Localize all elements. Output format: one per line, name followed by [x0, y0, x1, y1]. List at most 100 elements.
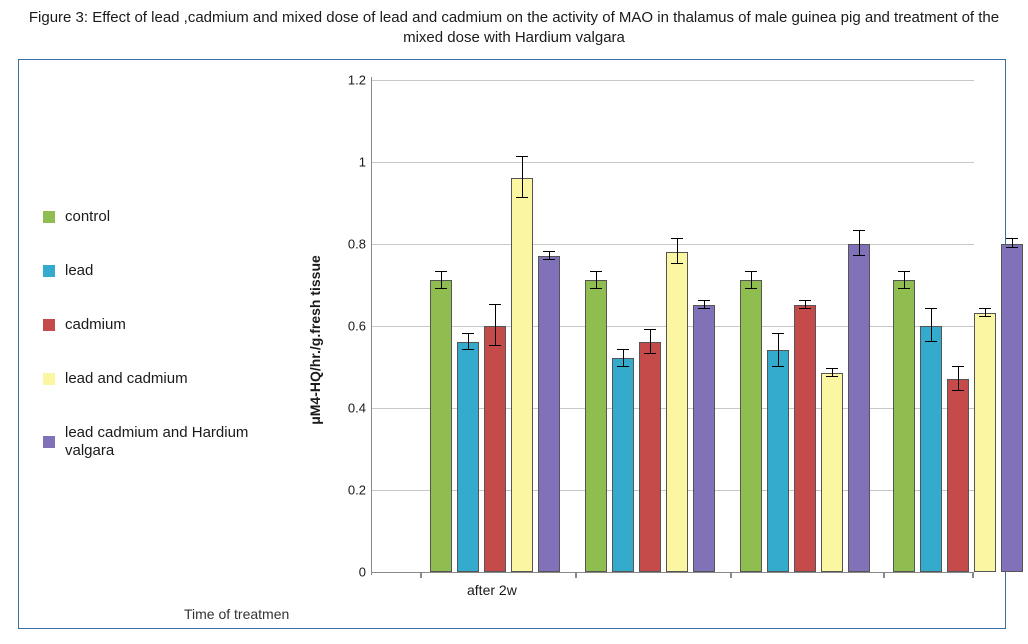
legend-swatch	[43, 319, 55, 331]
bar	[740, 280, 762, 571]
y-tick-label: 0.4	[328, 400, 366, 415]
error-bar	[904, 272, 905, 288]
error-cap	[617, 366, 629, 367]
bar-rect	[974, 313, 996, 571]
y-tick	[371, 159, 373, 165]
bar-group	[893, 244, 1023, 572]
bar-rect	[693, 305, 715, 572]
bar-rect	[511, 178, 533, 572]
bar	[457, 342, 479, 572]
bar-rect	[666, 252, 688, 572]
error-cap	[853, 230, 865, 231]
error-cap	[671, 263, 683, 264]
error-cap	[772, 333, 784, 334]
bar	[821, 373, 843, 572]
bar-rect	[947, 379, 969, 572]
gridline	[372, 162, 974, 163]
y-axis-label: μM4-HQ/hr./g.fresh tissue	[307, 255, 323, 425]
bar	[767, 350, 789, 571]
error-cap	[799, 308, 811, 309]
y-tick-label: 0	[328, 564, 366, 579]
bar-rect	[639, 342, 661, 572]
error-cap	[826, 368, 838, 369]
legend-swatch	[43, 211, 55, 223]
error-cap	[489, 345, 501, 346]
error-bar	[596, 272, 597, 288]
bar-rect	[1001, 244, 1023, 572]
error-cap	[489, 304, 501, 305]
legend-swatch	[43, 373, 55, 385]
legend: control lead cadmium lead and cadmium lead c…	[43, 208, 248, 488]
error-cap	[698, 308, 710, 309]
bar-rect	[767, 350, 789, 571]
error-bar	[677, 239, 678, 264]
gridline	[372, 80, 974, 81]
y-tick	[371, 487, 373, 493]
error-cap	[772, 366, 784, 367]
figure-title: Figure 3: Effect of lead ,cadmium and mi…	[18, 8, 1010, 49]
bar-rect	[920, 326, 942, 572]
error-bar	[623, 350, 624, 366]
error-cap	[590, 271, 602, 272]
legend-item: control	[43, 208, 248, 226]
legend-swatch	[43, 265, 55, 277]
y-tick	[371, 405, 373, 411]
y-tick-label: 0.8	[328, 236, 366, 251]
bar-rect	[848, 244, 870, 572]
error-bar	[441, 272, 442, 288]
legend-label: lead	[65, 262, 93, 280]
y-tick	[371, 569, 373, 575]
error-cap	[826, 376, 838, 377]
error-cap	[745, 288, 757, 289]
legend-label: lead cadmium and Hardium valgara	[65, 424, 248, 460]
error-cap	[853, 255, 865, 256]
bar-rect	[484, 326, 506, 572]
y-tick	[371, 323, 373, 329]
plot: 00.20.40.60.811.2after 2w	[371, 80, 974, 573]
error-cap	[898, 271, 910, 272]
legend-item: cadmium	[43, 316, 248, 334]
error-cap	[952, 366, 964, 367]
error-cap	[644, 353, 656, 354]
error-cap	[516, 156, 528, 157]
error-cap	[925, 308, 937, 309]
bar	[639, 342, 661, 572]
bar-rect	[585, 280, 607, 571]
error-cap	[644, 329, 656, 330]
error-cap	[1006, 238, 1018, 239]
bar-rect	[794, 305, 816, 572]
plot-area: μM4-HQ/hr./g.fresh tissue 00.20.40.60.81…	[317, 70, 989, 610]
error-bar	[650, 330, 651, 355]
error-cap	[1006, 247, 1018, 248]
legend-label: lead and cadmium	[65, 370, 188, 388]
x-tick	[730, 572, 732, 578]
x-tick	[883, 572, 885, 578]
error-bar	[958, 367, 959, 392]
error-cap	[462, 349, 474, 350]
x-axis-caption: Time of treatmen	[184, 606, 289, 622]
legend-swatch	[43, 436, 55, 448]
error-cap	[925, 341, 937, 342]
error-cap	[979, 308, 991, 309]
error-cap	[745, 271, 757, 272]
legend-item: lead	[43, 262, 248, 280]
error-cap	[952, 390, 964, 391]
legend-item: lead cadmium and Hardium valgara	[43, 424, 248, 460]
legend-item: lead and cadmium	[43, 370, 248, 388]
bar-rect	[821, 373, 843, 572]
x-tick	[420, 572, 422, 578]
error-cap	[617, 349, 629, 350]
y-tick-label: 0.2	[328, 482, 366, 497]
bar-group	[585, 252, 715, 572]
bar-rect	[430, 280, 452, 571]
y-tick	[371, 241, 373, 247]
bar-group	[430, 178, 560, 572]
y-tick-label: 1.2	[328, 72, 366, 87]
bar	[666, 252, 688, 572]
bar-rect	[457, 342, 479, 572]
y-tick-label: 0.6	[328, 318, 366, 333]
bar	[538, 256, 560, 572]
bar-group	[740, 244, 870, 572]
error-bar	[778, 334, 779, 367]
error-cap	[435, 288, 447, 289]
